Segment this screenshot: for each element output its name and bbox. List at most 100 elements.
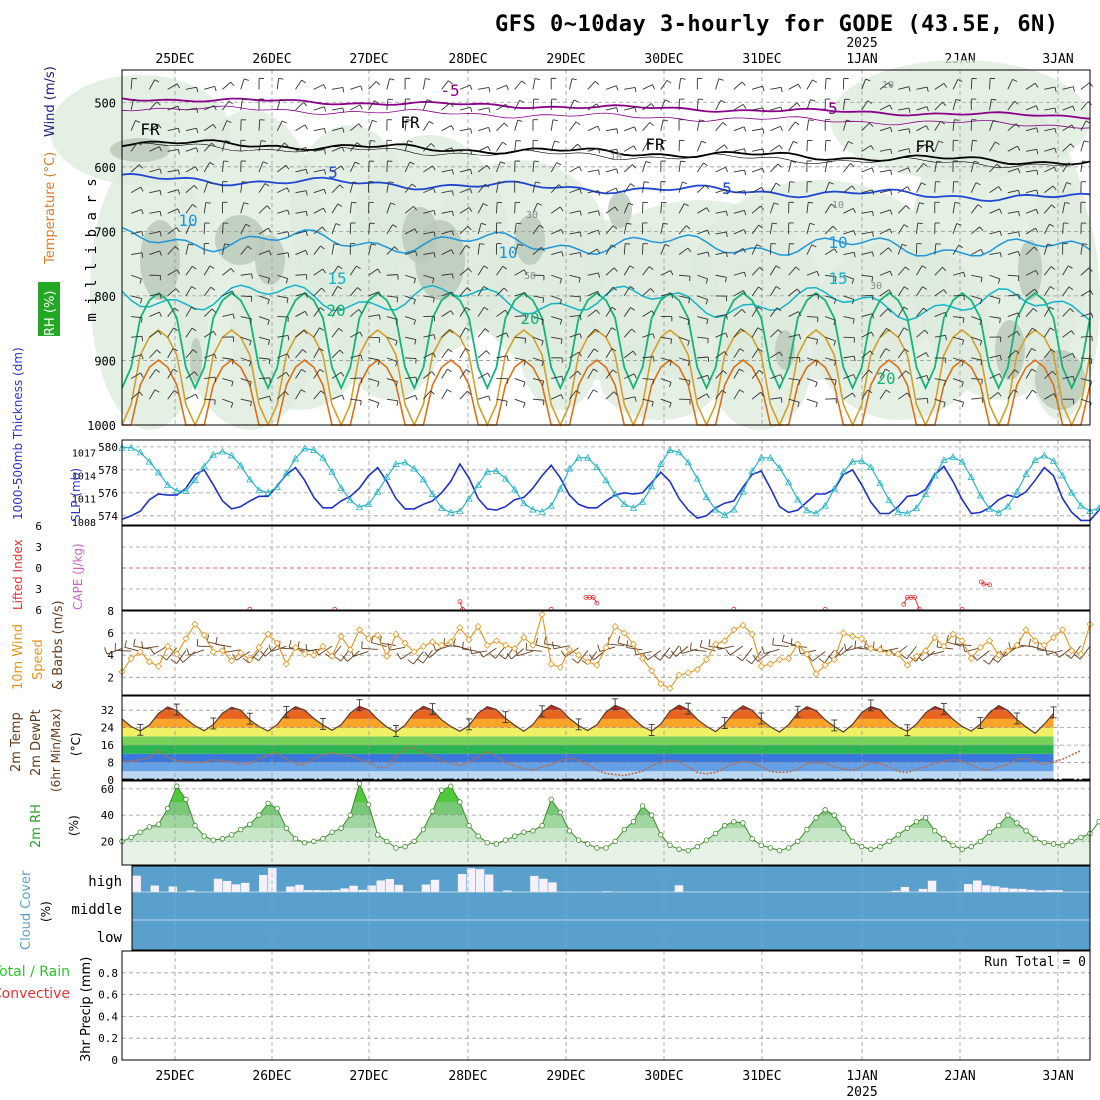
cloud-clear-bar xyxy=(918,888,928,892)
wind-barb-flag xyxy=(867,100,873,104)
wind-barb-flag xyxy=(798,311,802,317)
lifted-index-point xyxy=(901,602,907,607)
wind-barb-flag xyxy=(461,641,464,650)
wind-barb-flag xyxy=(979,340,983,346)
wind-barb-flag xyxy=(869,122,874,127)
wind-barb-flag xyxy=(741,309,746,314)
wind-barb xyxy=(916,352,927,359)
wind-barb-flag xyxy=(1049,286,1055,290)
wind-barb xyxy=(349,142,358,152)
lifted-index-line xyxy=(592,597,598,604)
bottom-day-label: 25DEC xyxy=(155,1069,194,1084)
wind-barb-flag xyxy=(705,278,709,284)
wind-barb xyxy=(897,348,906,359)
wind-barb xyxy=(1025,368,1033,379)
wind-barb xyxy=(1044,107,1056,111)
slp-marker xyxy=(264,488,272,496)
wind-barb xyxy=(1044,185,1054,193)
wind-barb xyxy=(517,650,534,657)
slp-marker xyxy=(739,487,747,495)
wind-barb xyxy=(240,99,243,111)
rh-marker xyxy=(548,796,554,803)
wind-barb-flag xyxy=(1015,349,1020,355)
wind-barb-flag xyxy=(1047,243,1053,246)
wind-barb-flag xyxy=(794,121,800,126)
slp-marker xyxy=(584,453,592,461)
wind-barb-flag xyxy=(762,128,765,134)
wind-barb xyxy=(825,295,836,300)
wind-barb-flag xyxy=(516,222,522,225)
wind-barb-flag xyxy=(650,288,655,293)
slp-marker xyxy=(647,482,656,490)
slp-marker xyxy=(291,454,300,462)
wind-barb xyxy=(741,647,753,662)
wind-barb-flag xyxy=(1017,312,1021,318)
wind-barb-flag xyxy=(579,188,582,194)
cloud-clear-bar xyxy=(222,880,232,892)
wind-barb xyxy=(605,267,615,276)
wind-barb xyxy=(313,287,322,297)
wind-barb-flag xyxy=(544,636,547,644)
wind-barb-flag xyxy=(305,230,308,237)
wind-barb xyxy=(130,99,134,111)
wind-barb xyxy=(295,230,307,235)
wind-barb xyxy=(569,274,581,279)
wind-barb xyxy=(843,274,854,280)
wind-barb xyxy=(898,86,909,90)
wind-barb xyxy=(989,354,1001,359)
wind-barb-flag xyxy=(140,372,144,378)
wind-barb xyxy=(605,187,617,194)
wind-barb-flag xyxy=(808,201,814,204)
wind-barb xyxy=(916,182,922,193)
wind-barb-flag xyxy=(903,327,909,331)
rh-marker xyxy=(365,801,372,808)
wind-barb xyxy=(236,651,251,661)
panel-frame-cloud xyxy=(131,865,1091,951)
wind-barb xyxy=(587,80,596,90)
wind-barb-flag xyxy=(215,637,218,645)
wind-barb xyxy=(660,202,663,214)
wind-barb-flag xyxy=(177,128,180,134)
wind-barb-flag xyxy=(743,126,747,132)
wind-barb-flag xyxy=(450,125,455,131)
wind-barb xyxy=(277,353,288,359)
wind-barb xyxy=(423,231,435,235)
rh-marker xyxy=(329,829,335,835)
wind-barb-flag xyxy=(780,87,783,93)
rh-marker xyxy=(959,846,965,852)
wind-barb-flag xyxy=(759,266,764,272)
wind-barb-flag xyxy=(573,99,579,103)
wind-barb xyxy=(258,161,264,173)
wind-barb xyxy=(514,336,526,339)
wind-barb-flag xyxy=(578,166,582,172)
temp-band xyxy=(122,762,1054,772)
wind-barb-flag xyxy=(612,286,617,291)
wind-barb xyxy=(550,162,558,173)
rh-tick-label: 60 xyxy=(101,783,114,796)
wind-barb xyxy=(514,357,526,362)
wind-barb-flag xyxy=(211,142,216,147)
wind-barb-flag xyxy=(209,265,215,269)
wind-barb-flag xyxy=(320,390,325,395)
rh-marker xyxy=(448,783,454,789)
wind-barb-flag xyxy=(465,348,470,352)
wind-barb-flag xyxy=(515,139,521,142)
wind-barb xyxy=(167,189,179,194)
wind-barb-flag xyxy=(996,163,1002,168)
wind-barb-flag xyxy=(651,310,655,316)
wind-barb-flag xyxy=(720,99,726,104)
wind-barb-flag xyxy=(173,327,178,331)
slp-marker xyxy=(565,464,574,472)
wind-barb-flag xyxy=(196,108,199,114)
slp-marker xyxy=(1004,502,1012,510)
rh-marker xyxy=(1059,842,1066,849)
slp-marker xyxy=(237,461,245,469)
wind-barb-flag xyxy=(725,231,728,237)
wind-barb xyxy=(843,295,855,300)
wind-barb xyxy=(277,295,289,299)
wind-barb-flag xyxy=(267,227,272,233)
wind-barb xyxy=(697,251,709,256)
wind-barb xyxy=(788,161,792,173)
wind-barb-flag xyxy=(885,368,890,372)
wind-barb-flag xyxy=(556,162,562,166)
